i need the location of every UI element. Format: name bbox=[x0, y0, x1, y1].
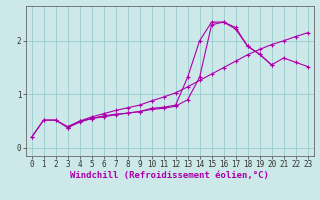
X-axis label: Windchill (Refroidissement éolien,°C): Windchill (Refroidissement éolien,°C) bbox=[70, 171, 269, 180]
